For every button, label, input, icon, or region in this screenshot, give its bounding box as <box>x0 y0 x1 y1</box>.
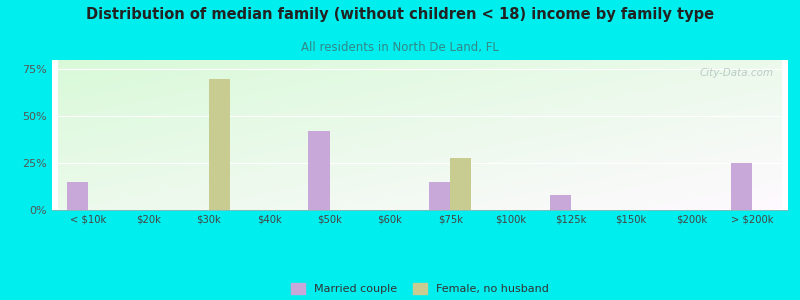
Text: Distribution of median family (without children < 18) income by family type: Distribution of median family (without c… <box>86 8 714 22</box>
Bar <box>209 79 230 210</box>
Bar <box>67 182 88 210</box>
Text: All residents in North De Land, FL: All residents in North De Land, FL <box>301 40 499 53</box>
Bar <box>450 158 471 210</box>
Bar <box>730 163 752 210</box>
Legend: Married couple, Female, no husband: Married couple, Female, no husband <box>291 283 549 294</box>
Text: City-Data.com: City-Data.com <box>699 68 774 77</box>
Bar <box>550 195 571 210</box>
Bar <box>429 182 450 210</box>
Bar <box>308 131 330 210</box>
